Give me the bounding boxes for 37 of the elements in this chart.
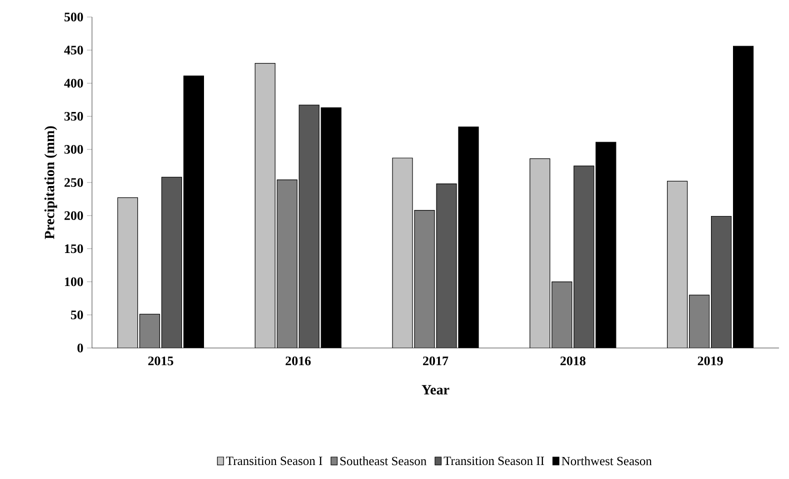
- legend-label: Southeast Season: [340, 456, 426, 466]
- y-tick-label: 500: [64, 12, 83, 22]
- y-tick-label: 100: [65, 277, 83, 286]
- x-tick-label: 2017: [423, 356, 448, 366]
- y-tick-label: 0: [77, 344, 83, 352]
- bar: [277, 180, 298, 348]
- bar: [530, 158, 550, 348]
- y-tick-label: 250: [64, 178, 83, 187]
- y-tick-label: 400: [64, 78, 83, 88]
- y-tick-label: 200: [64, 211, 83, 220]
- bar: [689, 294, 710, 348]
- x-tick-label: 2015: [148, 356, 174, 366]
- bar: [255, 63, 276, 348]
- bar: [118, 198, 138, 348]
- x-tick-label: 2019: [698, 356, 723, 366]
- x-tick-label: 2018: [560, 356, 586, 366]
- bar: [711, 216, 732, 348]
- legend-label: Transition Season I: [226, 456, 322, 466]
- y-tick-label: 450: [64, 46, 83, 54]
- bar: [436, 184, 457, 348]
- y-tick-label: 50: [70, 310, 83, 320]
- bar: [140, 314, 160, 348]
- bar: [667, 180, 688, 348]
- legend-label: Transition Season II: [444, 456, 544, 466]
- bar: [574, 166, 594, 348]
- bar: [162, 177, 182, 348]
- bar: [414, 210, 435, 348]
- y-tick-label: 350: [64, 112, 83, 121]
- x-tick-label: 2016: [286, 356, 311, 366]
- bar: [299, 105, 320, 348]
- y-tick-label: 300: [64, 145, 83, 154]
- legend-label: Northwest Season: [562, 456, 652, 466]
- bar: [392, 158, 413, 348]
- bar: [552, 282, 572, 348]
- y-tick-label: 150: [65, 244, 83, 254]
- y-axis-title: Precipitation (mm): [44, 126, 58, 240]
- x-axis-title: Year: [422, 385, 450, 394]
